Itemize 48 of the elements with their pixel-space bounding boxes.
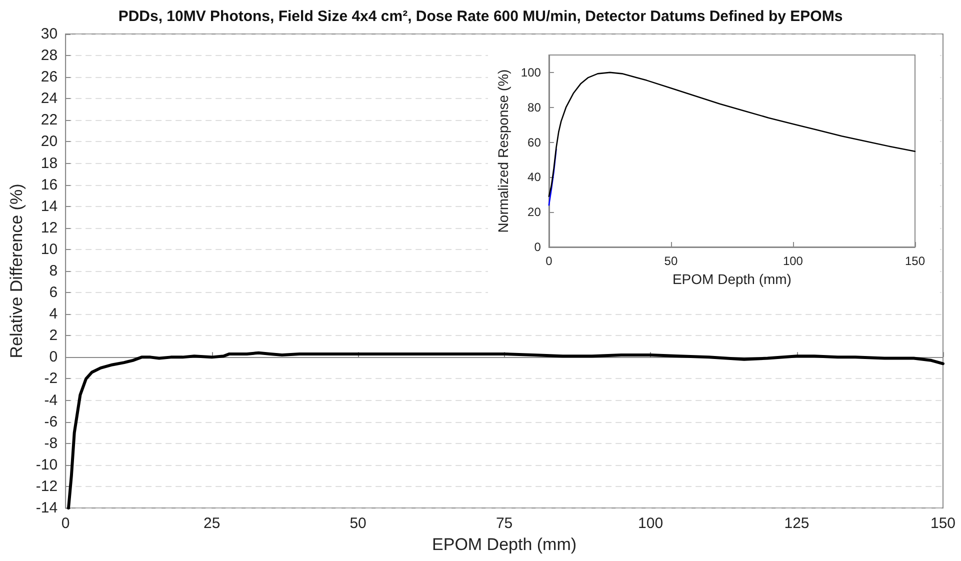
y-tick-label: 40 xyxy=(528,170,542,184)
x-tick-label: 75 xyxy=(496,515,513,532)
x-tick-label: 0 xyxy=(546,254,553,268)
x-tick-label: 25 xyxy=(203,515,220,532)
y-tick-label: 4 xyxy=(49,306,58,323)
y-tick-label: 26 xyxy=(40,68,58,86)
x-tick-label: 50 xyxy=(664,254,678,268)
y-tick-label: 60 xyxy=(528,135,542,150)
y-tick-label: 8 xyxy=(49,262,58,280)
y-tick-label: 2 xyxy=(49,327,58,344)
y-tick-label: 10 xyxy=(40,240,58,258)
y-tick-label: -14 xyxy=(36,500,58,516)
x-tick-label: 0 xyxy=(61,515,70,532)
y-tick-label: -8 xyxy=(44,434,58,452)
x-tick-label: 150 xyxy=(930,515,956,532)
x-axis-title: EPOM Depth (mm) xyxy=(432,534,577,554)
y-tick-label: 100 xyxy=(520,65,542,80)
y-tick-label: 6 xyxy=(49,284,58,302)
y-tick-label: 80 xyxy=(528,100,542,114)
y-axis-title: Normalized Response (%) xyxy=(495,69,511,233)
y-tick-label: 0 xyxy=(534,240,542,254)
y-tick-label: -6 xyxy=(44,413,58,430)
y-tick-label: 14 xyxy=(40,198,58,215)
y-axis-title: Relative Difference (%) xyxy=(7,184,26,358)
line-series xyxy=(548,148,557,206)
x-axis-title: EPOM Depth (mm) xyxy=(672,270,792,287)
y-tick-label: -10 xyxy=(36,456,58,474)
line-series xyxy=(548,72,916,198)
y-tick-label: -2 xyxy=(44,370,58,388)
y-tick-label: 12 xyxy=(40,219,58,236)
chart-title: PDDs, 10MV Photons, Field Size 4x4 cm², Dose Rate 600 MU/min, Detector Datums Defined by EPOMs xyxy=(118,8,843,25)
y-tick-label: 24 xyxy=(40,90,58,108)
y-tick-label: 18 xyxy=(40,154,58,172)
y-tick-label: 22 xyxy=(40,112,58,129)
x-tick-label: 150 xyxy=(904,254,926,268)
line-series xyxy=(67,351,944,510)
y-tick-label: 0 xyxy=(49,348,58,366)
y-tick-label: -4 xyxy=(44,392,58,409)
x-tick-label: 100 xyxy=(782,254,804,268)
y-tick-label: 30 xyxy=(40,26,58,42)
y-tick-label: 20 xyxy=(528,205,542,220)
x-tick-label: 50 xyxy=(350,515,366,532)
y-tick-label: -12 xyxy=(36,478,58,495)
x-tick-label: 125 xyxy=(784,515,810,532)
x-tick-label: 100 xyxy=(638,515,664,532)
y-tick-label: 20 xyxy=(40,133,58,150)
y-tick-label: 28 xyxy=(40,47,58,64)
y-tick-label: 16 xyxy=(40,176,58,194)
